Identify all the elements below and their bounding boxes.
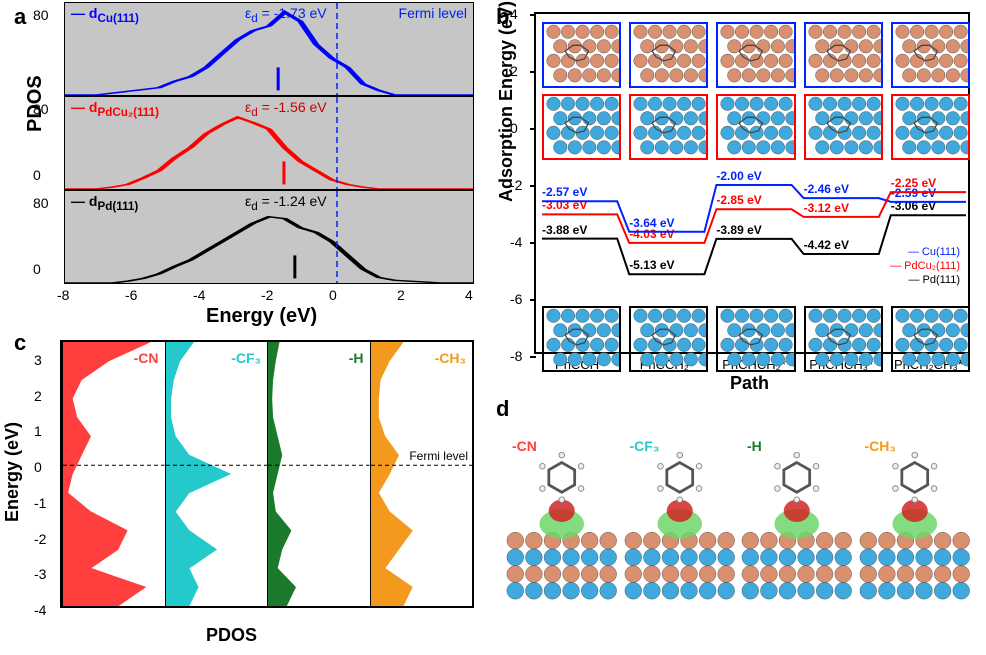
y-tick: 3 <box>34 352 42 368</box>
panel-b-plot-area: -8-6-4-2024PhCCH*PhCCH₂*PhCHCH₂*PhCHCH₃*… <box>534 12 970 354</box>
substituent-label: -H <box>747 438 762 454</box>
y-tick: 80 <box>33 101 49 117</box>
x-tick: 0 <box>329 287 337 303</box>
y-tick: 80 <box>33 195 49 211</box>
x-tick: -6 <box>125 287 137 303</box>
panel-c-plot-area: -4-3-2-10123-CN-CF₃-H-CH₃Fermi level <box>60 340 474 608</box>
x-tick: -8 <box>57 287 69 303</box>
substituent-label: -CF₃ <box>630 438 660 454</box>
pdos-column: -CF₃ <box>165 342 268 606</box>
y-tick: 2 <box>510 63 518 79</box>
y-tick: 0 <box>33 73 41 89</box>
legend-entry: — Pd(111) <box>908 274 960 286</box>
panel-c-ylabel: Energy (eV) <box>2 422 23 522</box>
y-tick: 0 <box>510 120 518 136</box>
x-tick: -2 <box>261 287 273 303</box>
x-tick: 2 <box>397 287 405 303</box>
panel-a-pdos-surfaces: PDOS 080— dCu(111)εd = -1.73 eVFermi lev… <box>6 2 484 320</box>
panel-b-xlabel: Path <box>730 373 769 394</box>
panel-c-xlabel: PDOS <box>206 625 257 646</box>
y-tick: 0 <box>34 459 42 475</box>
pdos-subplot: 080— dPdCu₂(111)εd = -1.56 eV <box>64 96 474 190</box>
x-tick: 4 <box>465 287 473 303</box>
pdos-subplot: 080— dPd(111)εd = -1.24 eV-8-6-4-2024 <box>64 190 474 284</box>
y-tick: -3 <box>34 566 46 582</box>
pdos-column: -CN <box>62 342 165 606</box>
charge-density-cell: -CH₃ <box>859 426 971 618</box>
y-tick: 2 <box>34 388 42 404</box>
charge-density-cell: -CF₃ <box>624 426 736 618</box>
y-tick: -2 <box>34 531 46 547</box>
y-tick: 1 <box>34 423 42 439</box>
pdos-column: -H <box>267 342 370 606</box>
y-tick: 0 <box>33 167 41 183</box>
pdos-column: -CH₃Fermi level <box>370 342 473 606</box>
y-tick: 80 <box>33 7 49 23</box>
y-tick: -8 <box>510 348 522 364</box>
panel-b-adsorption-energy: Adsorption Energy (eV) -8-6-4-2024PhCCH*… <box>490 2 980 394</box>
x-tick: -4 <box>193 287 205 303</box>
fermi-level-label: Fermi level <box>409 449 468 463</box>
panel-b-ylabel: Adsorption Energy (eV) <box>496 1 517 202</box>
legend-entry: — PdCu₂(111) <box>890 260 960 272</box>
legend-entry: — Cu(111) <box>908 246 960 258</box>
y-tick: -4 <box>34 602 46 618</box>
y-tick: -4 <box>510 234 522 250</box>
panel-a-xlabel: Energy (eV) <box>206 305 317 328</box>
y-tick: 4 <box>510 6 518 22</box>
figure-root: a b c d PDOS 080— dCu(111)εd = -1.73 eVF… <box>0 0 986 655</box>
y-tick: -2 <box>510 177 522 193</box>
charge-density-cell: -H <box>741 426 853 618</box>
substituent-label: -CN <box>512 438 537 454</box>
y-tick: 0 <box>33 261 41 277</box>
y-tick: -1 <box>34 495 46 511</box>
charge-density-cell: -CN <box>506 426 618 618</box>
panel-c-pdos-substituents: Energy (eV) -4-3-2-10123-CN-CF₃-H-CH₃Fer… <box>6 332 484 648</box>
y-tick: -6 <box>510 291 522 307</box>
panel-a-subplots: 080— dCu(111)εd = -1.73 eVFermi level080… <box>6 2 484 284</box>
panel-d-charge-density: -CN -CF₃ -H -CH₃ <box>490 398 980 648</box>
panel-d-row: -CN -CF₃ -H -CH₃ <box>506 426 970 618</box>
pdos-subplot: 080— dCu(111)εd = -1.73 eVFermi level <box>64 2 474 96</box>
substituent-label: -CH₃ <box>865 438 896 454</box>
